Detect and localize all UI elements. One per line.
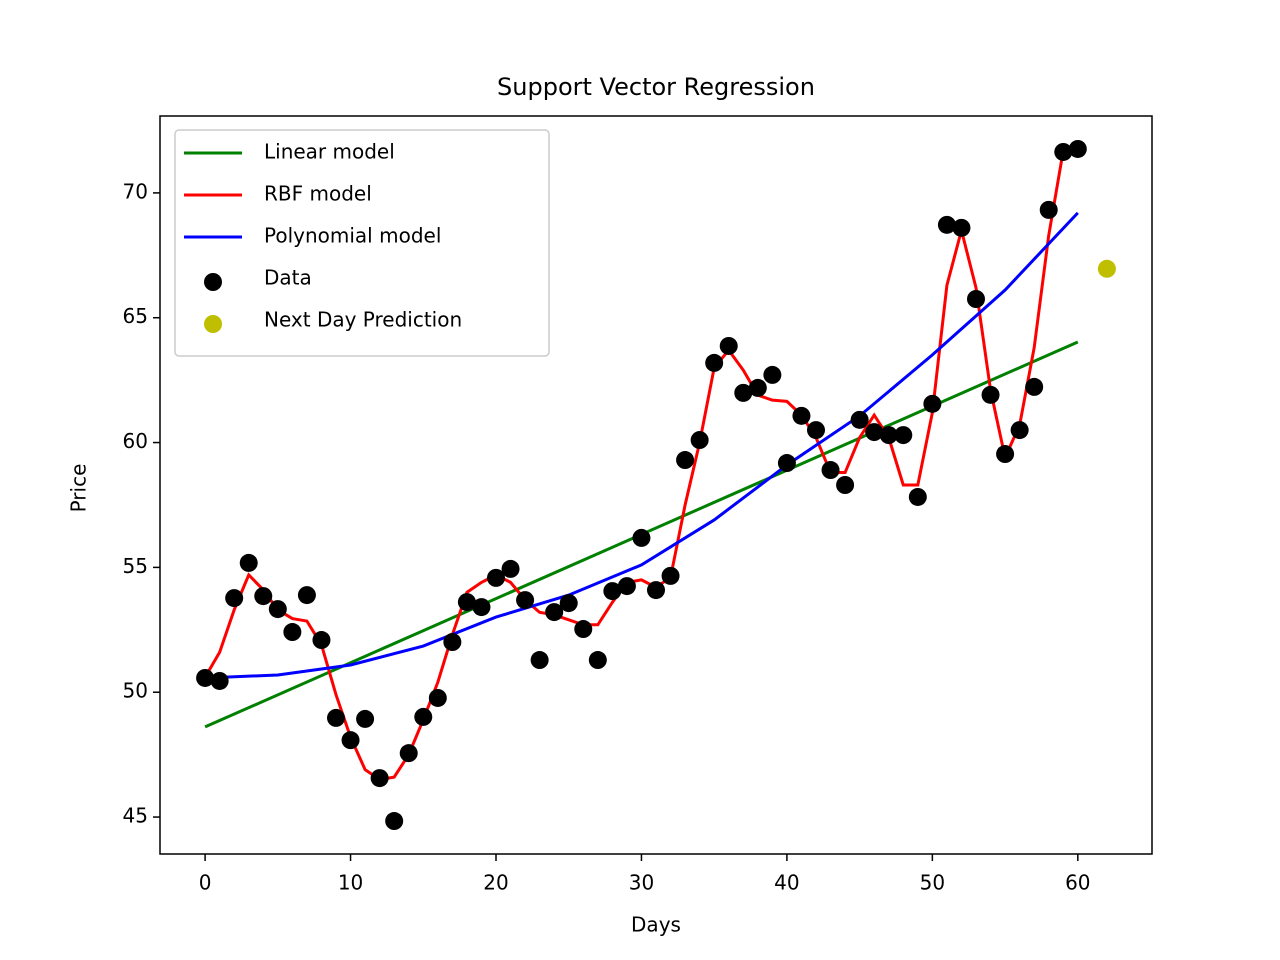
data-point [414, 707, 433, 726]
data-point [1039, 200, 1058, 219]
data-point [399, 744, 418, 763]
data-point [1054, 142, 1073, 161]
data-point [385, 812, 404, 831]
data-point [283, 623, 302, 642]
y-tick-label: 50 [123, 679, 148, 703]
data-point [894, 426, 913, 445]
data-point [1025, 377, 1044, 396]
data-point [617, 577, 636, 596]
chart-title: Support Vector Regression [497, 73, 815, 101]
y-tick-label: 65 [123, 304, 148, 328]
data-point [690, 431, 709, 450]
data-point [312, 631, 331, 650]
data-point [472, 598, 491, 617]
data-point [647, 581, 665, 600]
data-point [996, 445, 1015, 464]
data-point [530, 651, 549, 670]
series-line [205, 211, 1079, 680]
data-point [239, 553, 258, 572]
data-point [719, 336, 738, 355]
y-axis-label: Price [67, 464, 91, 513]
data-point [908, 487, 927, 506]
y-tick-label: 55 [123, 554, 148, 578]
x-tick-label: 60 [1065, 871, 1090, 895]
data-point [967, 290, 985, 309]
x-axis-label: Days [631, 913, 681, 937]
y-tick-label: 60 [123, 429, 148, 453]
data-point [1010, 421, 1029, 440]
data-point [341, 731, 360, 750]
data-point [457, 593, 476, 612]
data-point [501, 559, 520, 578]
data-point [1097, 259, 1116, 278]
data-point [574, 620, 593, 639]
x-tick-label: 0 [199, 871, 212, 895]
x-tick-label: 30 [629, 871, 654, 895]
legend-label: Next Day Prediction [264, 308, 462, 332]
data-point [821, 461, 840, 480]
x-tick-label: 40 [774, 871, 799, 895]
axes-frame [159, 115, 1153, 855]
data-point [705, 353, 724, 372]
data-point [734, 383, 753, 402]
data-point [923, 394, 942, 413]
data-point [763, 365, 782, 384]
y-tick-label: 70 [123, 179, 148, 203]
data-point [327, 708, 345, 727]
data-point [588, 651, 607, 670]
data-point [661, 566, 680, 585]
data-point [937, 215, 956, 234]
data-point [836, 476, 855, 494]
data-point [850, 410, 869, 429]
data-point [356, 709, 375, 728]
x-tick-label: 50 [920, 871, 945, 895]
y-tick-label: 45 [123, 804, 148, 828]
legend-label: Data [264, 266, 312, 290]
legend-label: Polynomial model [264, 224, 441, 248]
legend-box [174, 129, 550, 357]
data-point [428, 688, 447, 707]
data-point [676, 451, 695, 470]
data-point [516, 591, 535, 610]
data-point [748, 378, 767, 397]
data-point [559, 594, 578, 613]
data-point [632, 528, 651, 547]
legend-swatch [204, 273, 222, 291]
data-point [545, 603, 564, 622]
data-point [297, 586, 316, 605]
data-point [792, 406, 811, 425]
plot-area [196, 139, 1116, 831]
data-point [879, 426, 898, 445]
data-point [603, 582, 622, 601]
legend-label: RBF model [264, 182, 372, 206]
data-point [952, 218, 971, 237]
x-tick-label: 20 [483, 871, 508, 895]
data-point [225, 589, 244, 608]
data-point [254, 587, 273, 606]
data-point [487, 568, 505, 587]
legend-label: Linear model [264, 140, 395, 164]
data-point [1068, 139, 1087, 158]
data-point [777, 454, 796, 473]
data-point [268, 600, 287, 619]
data-point [196, 668, 215, 687]
data-point [443, 633, 462, 652]
data-point [210, 671, 229, 690]
legend-swatch [204, 315, 222, 333]
x-tick-label: 10 [338, 871, 363, 895]
data-point [807, 421, 825, 440]
data-point [370, 769, 389, 788]
data-point [865, 423, 884, 442]
data-point [981, 385, 1000, 404]
